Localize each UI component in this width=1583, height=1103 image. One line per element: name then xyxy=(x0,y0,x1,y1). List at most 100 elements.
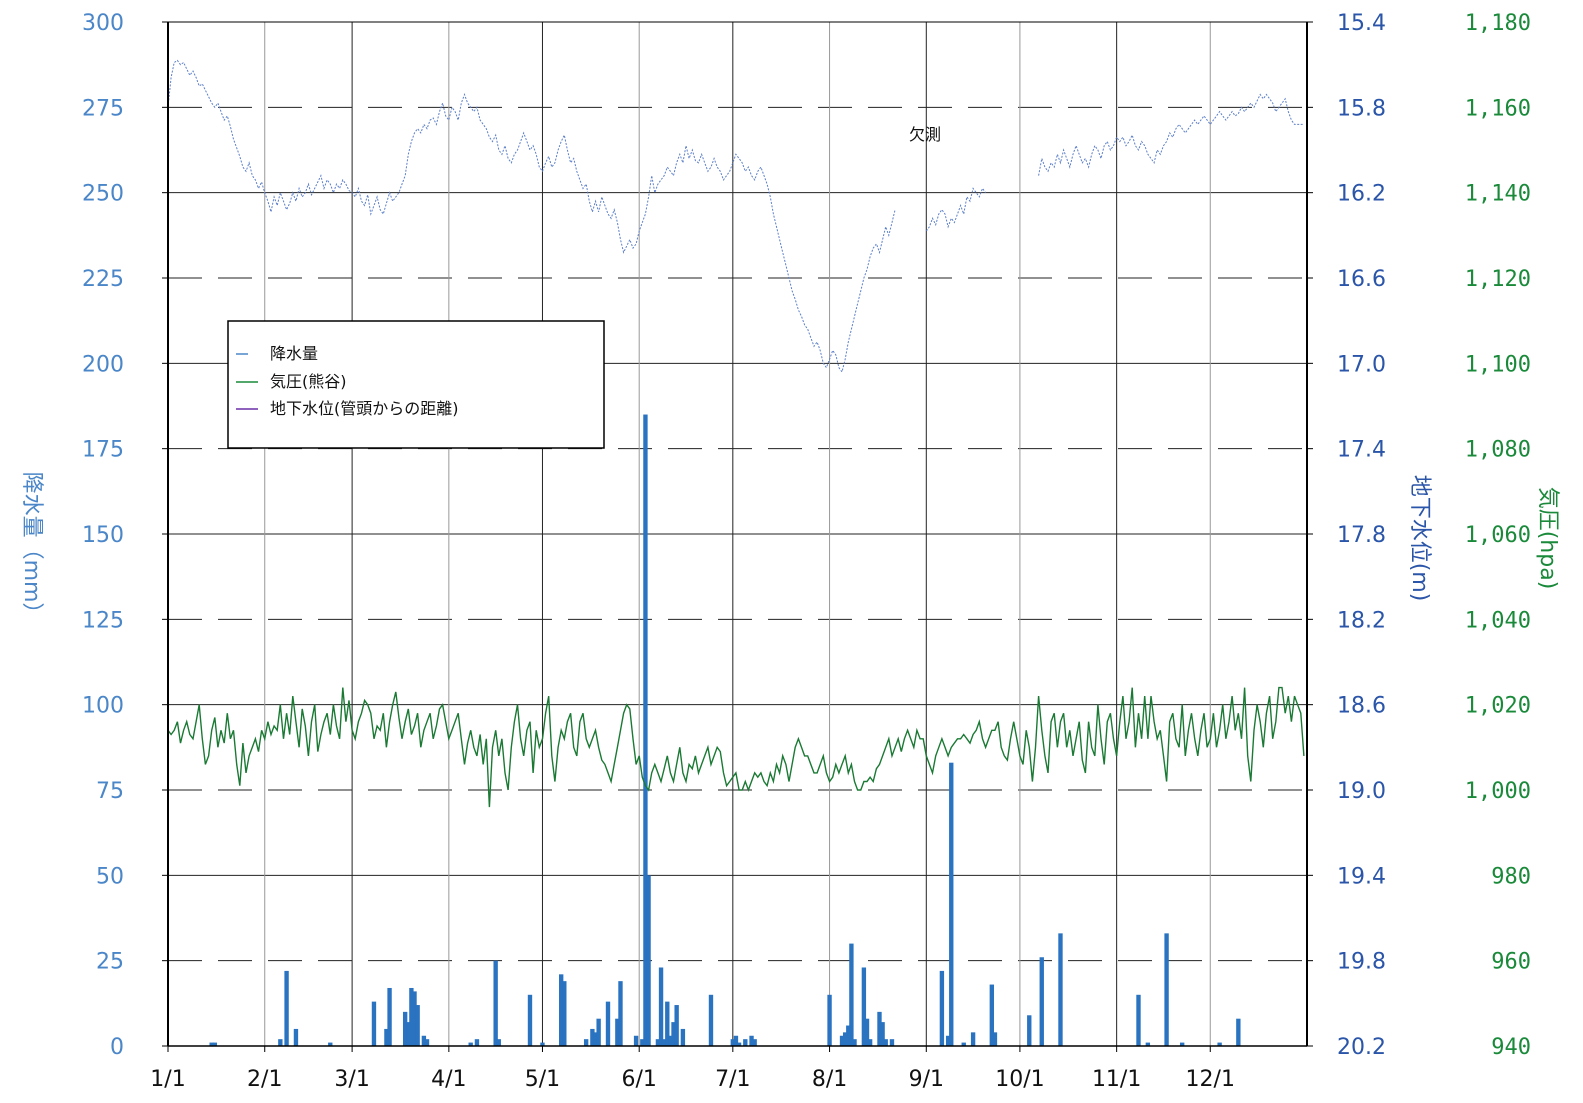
precip-bar xyxy=(883,1039,888,1046)
precipitation-bars xyxy=(209,414,1241,1046)
gridlines xyxy=(168,21,1307,1047)
precip-bar xyxy=(1217,1042,1222,1046)
precip-bar xyxy=(852,1039,857,1046)
precip-bar xyxy=(278,1039,283,1046)
left-tick-label: 175 xyxy=(82,438,124,463)
precip-bar xyxy=(1027,1015,1032,1046)
gw-tick-label: 19.4 xyxy=(1337,864,1386,889)
precip-bar xyxy=(733,1035,739,1046)
left-tick-label: 275 xyxy=(82,96,124,121)
groundwater-line xyxy=(1038,93,1304,176)
precip-bar xyxy=(212,1042,217,1046)
gw-tick-label: 20.2 xyxy=(1337,1035,1386,1060)
precip-bar xyxy=(861,967,867,1046)
precip-bar xyxy=(412,991,417,1046)
precip-bar xyxy=(877,1011,882,1046)
precip-bar xyxy=(970,1032,976,1046)
x-tick-label: 5/1 xyxy=(525,1067,560,1092)
precip-bar xyxy=(493,960,498,1046)
left-tick-label: 225 xyxy=(82,267,124,292)
precip-bar xyxy=(736,1042,742,1046)
left-tick-label: 0 xyxy=(110,1035,124,1060)
precip-bar xyxy=(540,1042,545,1046)
precip-bar xyxy=(293,1028,299,1046)
precip-bar xyxy=(646,875,651,1046)
left-axis-label: 降水量（mm） xyxy=(19,472,44,625)
precip-bar xyxy=(668,1035,673,1046)
precip-bar xyxy=(680,1028,686,1046)
gw-tick-label: 19.8 xyxy=(1337,950,1386,975)
x-tick-label: 12/1 xyxy=(1186,1067,1235,1092)
pressure-tick-label: 940 xyxy=(1491,1035,1531,1060)
gw-tick-label: 17.0 xyxy=(1337,352,1386,377)
tick-labels: 0 25 50 75 100 125 150 175 200 225 250 275 300 20.2 19… xyxy=(82,11,1531,1092)
precip-bar xyxy=(842,1032,848,1046)
precip-bar xyxy=(590,1028,595,1046)
right-axis-1-label: 地下水位(m) xyxy=(1407,475,1432,602)
precip-bar xyxy=(827,994,832,1046)
left-tick-label: 75 xyxy=(96,779,124,804)
precip-bar xyxy=(655,1039,661,1046)
precip-bar xyxy=(989,984,995,1046)
precip-bar xyxy=(1039,957,1044,1046)
precip-bar xyxy=(1236,1018,1241,1046)
gw-tick-label: 16.6 xyxy=(1337,267,1386,292)
precip-bar xyxy=(633,1035,639,1046)
x-tick-label: 3/1 xyxy=(334,1067,369,1092)
precip-bar xyxy=(496,1039,501,1046)
precip-bar xyxy=(527,994,533,1046)
pressure-tick-label: 1,120 xyxy=(1465,267,1531,292)
pressure-tick-label: 1,040 xyxy=(1465,608,1531,633)
precip-bar xyxy=(640,1039,645,1046)
precip-bar xyxy=(1145,1042,1151,1046)
precip-bar xyxy=(328,1042,333,1046)
precip-bar xyxy=(406,1022,411,1046)
pressure-tick-label: 1,060 xyxy=(1465,523,1531,548)
precip-bar xyxy=(671,1022,676,1046)
x-tick-label: 4/1 xyxy=(431,1067,466,1092)
precip-bar xyxy=(730,1039,736,1046)
precip-bar xyxy=(371,1001,377,1046)
annotation-missing: 欠測 xyxy=(909,125,941,144)
precip-bar xyxy=(1136,994,1141,1046)
precip-bar xyxy=(849,943,854,1046)
pressure-tick-label: 1,160 xyxy=(1465,96,1531,121)
gw-tick-label: 15.8 xyxy=(1337,96,1386,121)
precip-bar xyxy=(409,987,414,1046)
precip-bar xyxy=(209,1042,214,1046)
pressure-tick-label: 980 xyxy=(1491,864,1531,889)
gw-tick-label: 19.0 xyxy=(1337,779,1386,804)
x-tick-label: 8/1 xyxy=(812,1067,847,1092)
precip-bar xyxy=(387,987,392,1046)
gw-tick-label: 18.2 xyxy=(1337,608,1386,633)
groundwater-line xyxy=(925,187,987,232)
precip-bar xyxy=(743,1039,748,1046)
pressure-line xyxy=(167,686,1305,808)
pressure-tick-label: 1,000 xyxy=(1465,779,1531,804)
precip-bar xyxy=(992,1032,998,1046)
left-tick-label: 200 xyxy=(82,352,124,377)
x-tick-label: 9/1 xyxy=(909,1067,944,1092)
precip-bar xyxy=(424,1039,430,1046)
precip-bar xyxy=(939,970,945,1046)
left-tick-label: 100 xyxy=(82,694,124,719)
axes xyxy=(162,21,1313,1052)
precip-bar xyxy=(749,1035,754,1046)
precip-bar xyxy=(593,1032,598,1046)
gw-tick-label: 15.4 xyxy=(1337,11,1386,36)
precip-bar xyxy=(284,970,289,1046)
pressure-tick-label: 1,020 xyxy=(1465,694,1531,719)
precip-bar xyxy=(867,1039,873,1046)
x-tick-label: 6/1 xyxy=(621,1067,656,1092)
legend-label-groundwater: 地下水位(管頭からの距離) xyxy=(270,399,459,418)
left-tick-label: 150 xyxy=(82,523,124,548)
gw-tick-label: 16.2 xyxy=(1337,182,1386,207)
legend: 降水量 気圧(熊谷) 地下水位(管頭からの距離) xyxy=(227,320,605,449)
left-tick-label: 250 xyxy=(82,182,124,207)
right-axis-2-label: 気圧(hpa) xyxy=(1535,487,1560,590)
x-tick-label: 7/1 xyxy=(715,1067,750,1092)
precip-bar xyxy=(1058,933,1063,1046)
left-tick-label: 300 xyxy=(82,11,124,36)
precip-bar xyxy=(661,1039,667,1046)
